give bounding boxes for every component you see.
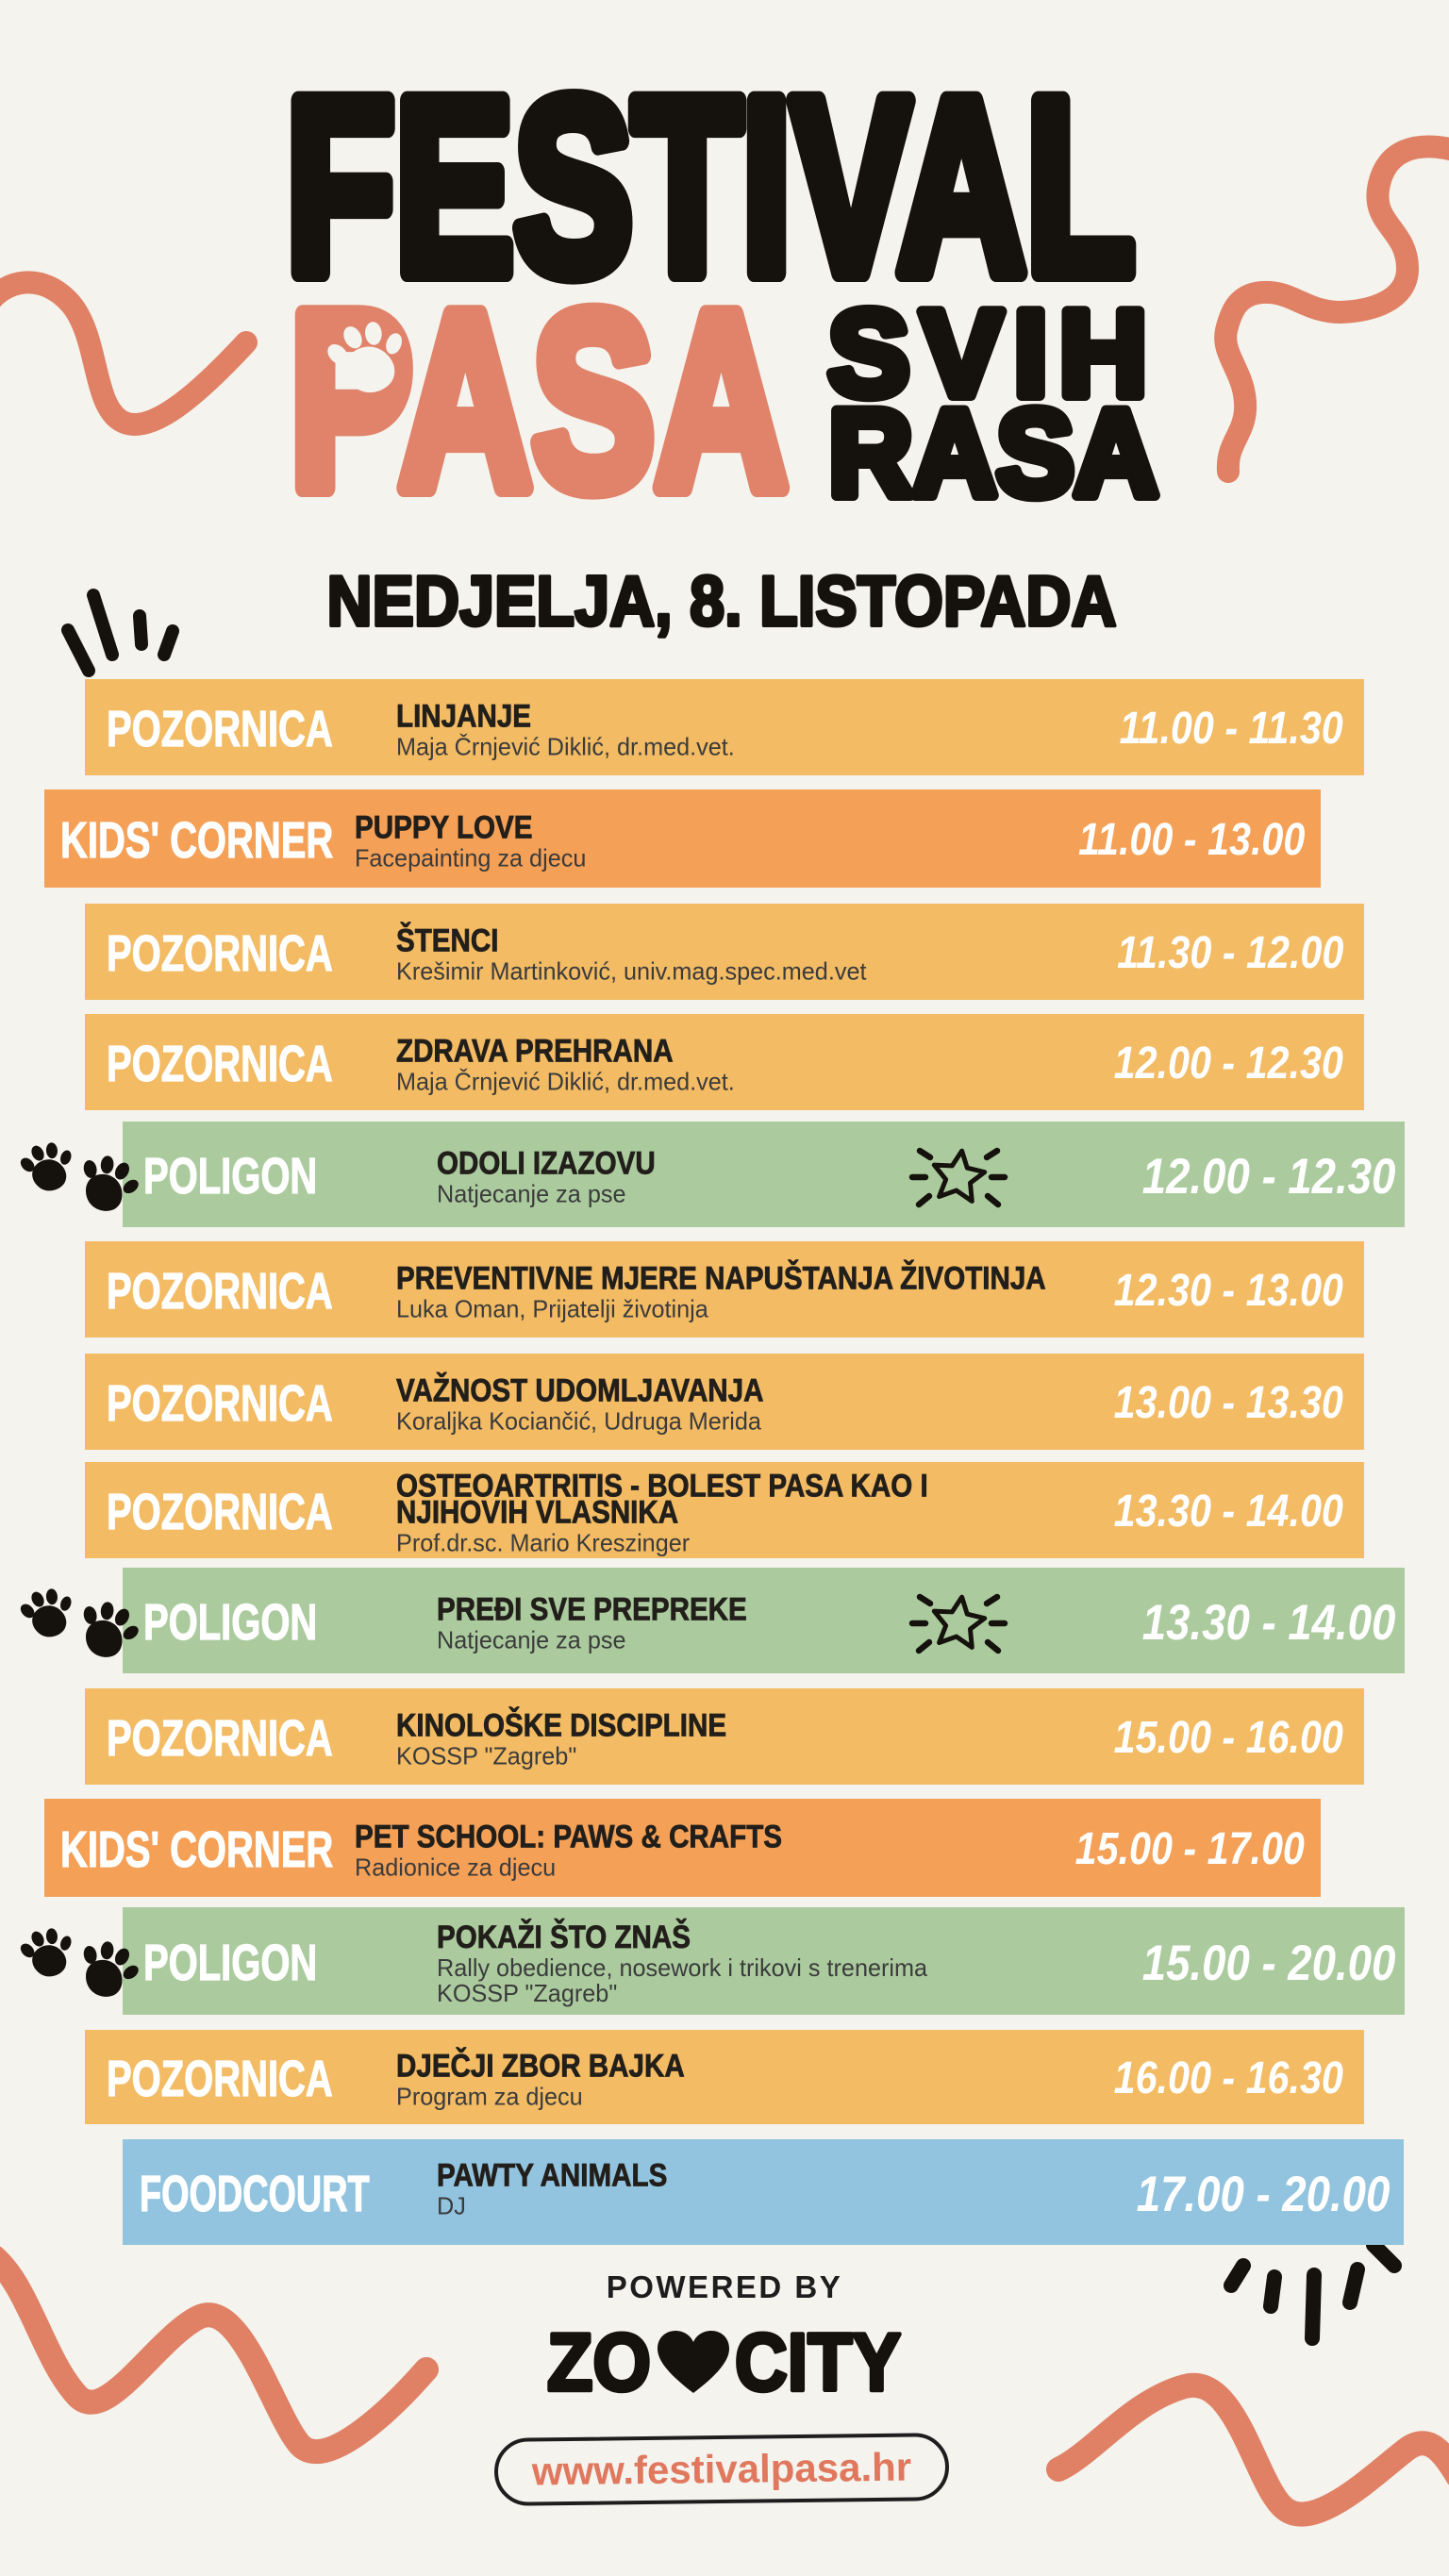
svg-text:ZO: ZO bbox=[547, 2318, 651, 2408]
svg-text:FESTIVAL: FESTIVAL bbox=[286, 47, 1135, 326]
svg-text:PASA: PASA bbox=[290, 259, 788, 541]
svg-text:NEDJELJA, 8. LISTOPADA: NEDJELJA, 8. LISTOPADA bbox=[327, 561, 1117, 640]
svg-text:CITY: CITY bbox=[735, 2318, 901, 2408]
svg-text:RASA: RASA bbox=[829, 384, 1158, 522]
svg-text:SVIH: SVIH bbox=[828, 286, 1147, 422]
